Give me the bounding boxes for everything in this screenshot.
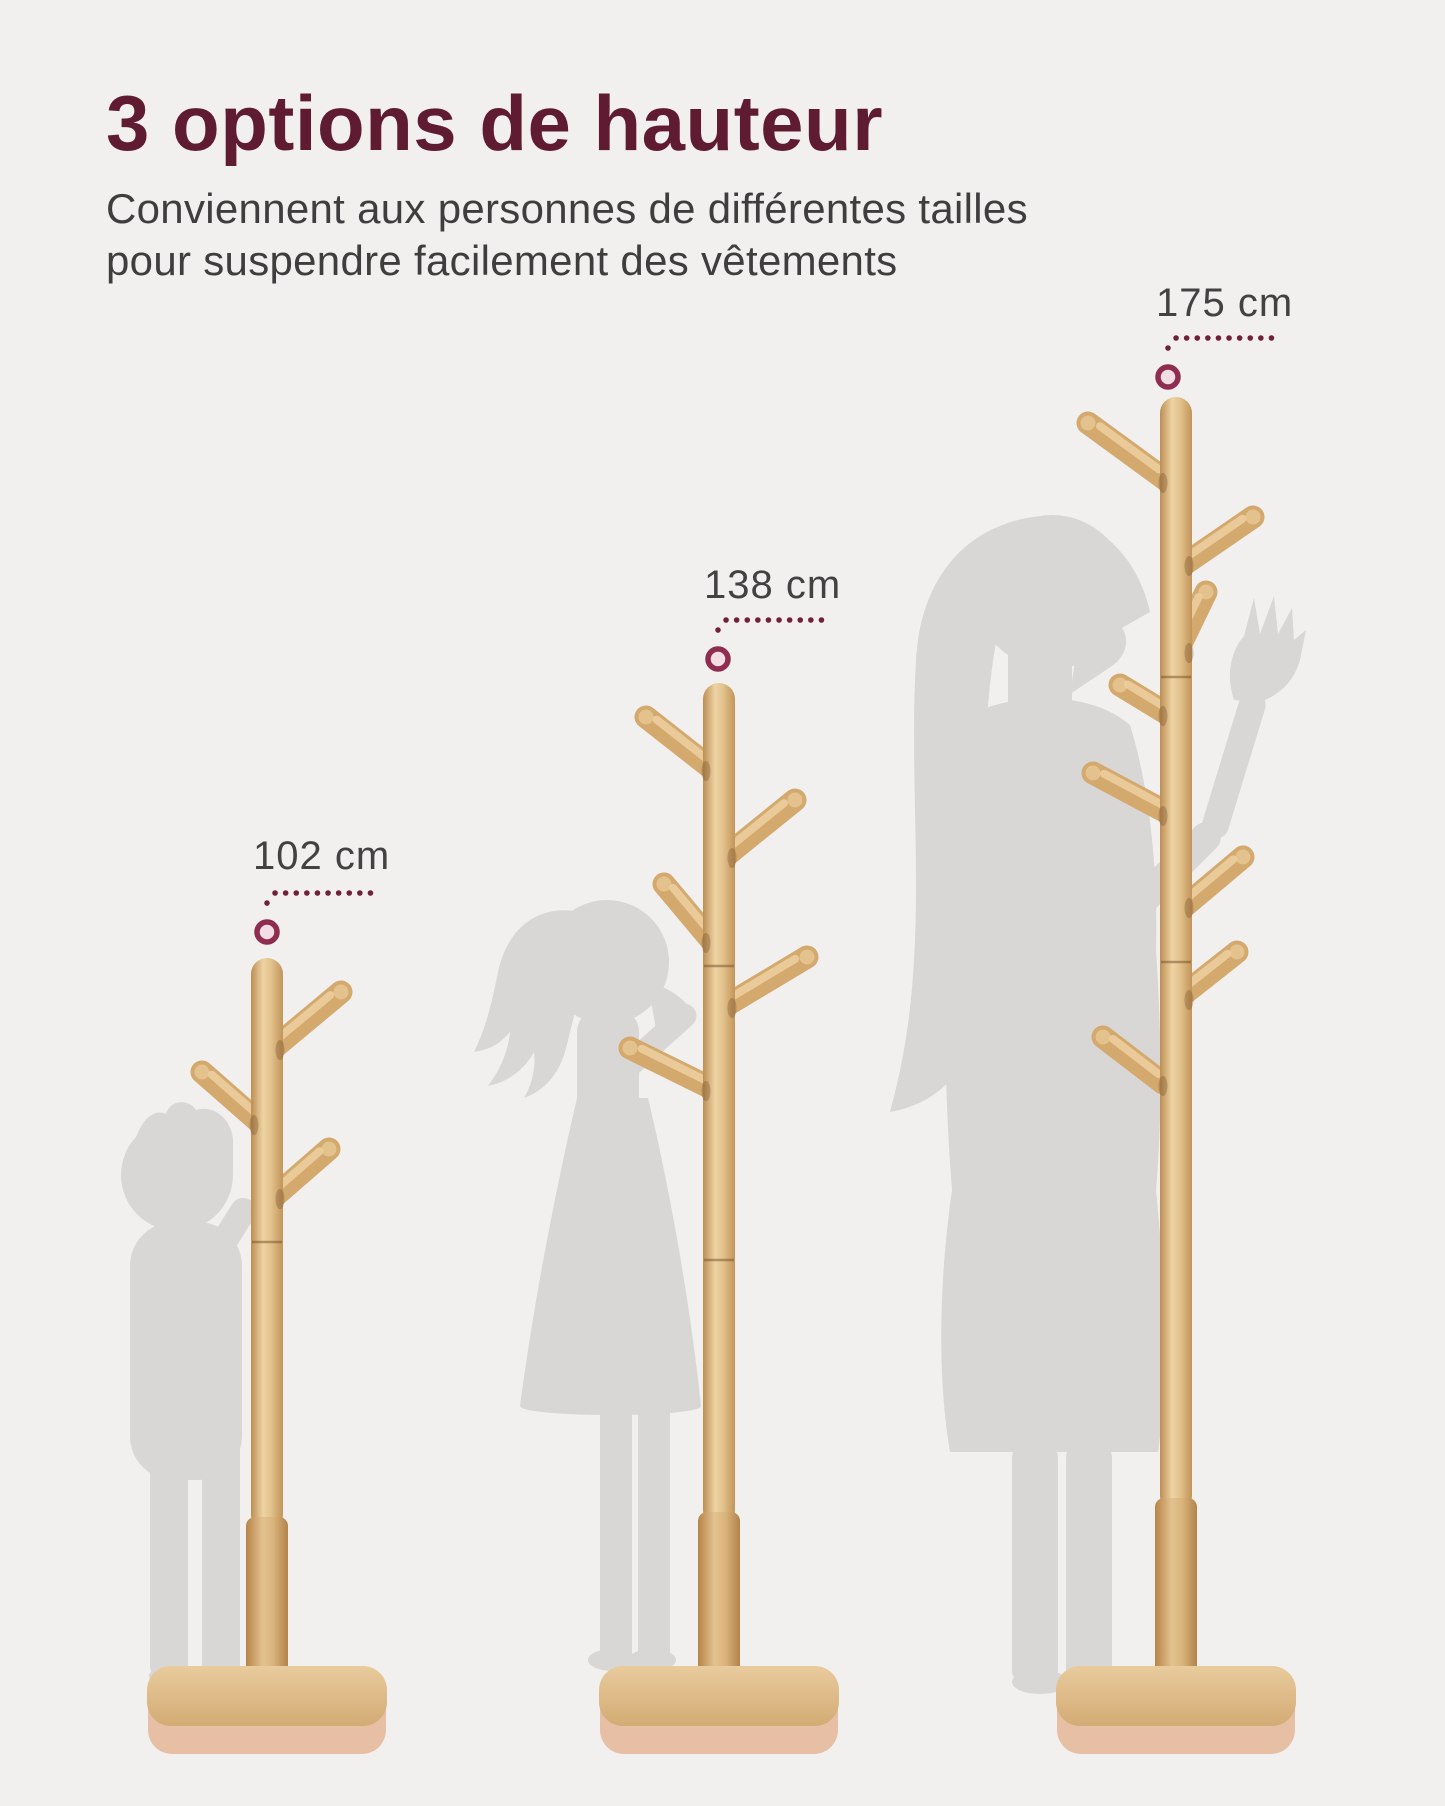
hook-tip: [1112, 677, 1128, 693]
measure-point-marker-icon: [254, 919, 280, 945]
hook-tip: [1198, 584, 1214, 600]
subtitle-line-1: Conviennent aux personnes de différentes…: [106, 185, 1028, 233]
page-title: 3 options de hauteur: [106, 79, 884, 167]
rack-hook-branch: [263, 1137, 341, 1208]
hook-socket-shadow: [1158, 706, 1168, 726]
boy-arm: [198, 1197, 257, 1274]
hook-socket-shadow: [1158, 473, 1168, 493]
hook-socket-shadow: [1184, 643, 1194, 663]
rack-pole: [1160, 397, 1192, 1512]
rack-hook-branch: [1174, 505, 1265, 575]
hook-socket-shadow: [701, 933, 711, 953]
height-label-medium: 138 cm: [704, 563, 841, 607]
woman-hand: [1229, 596, 1306, 702]
hook-socket-shadow: [1184, 990, 1194, 1010]
measure-connectors: [254, 335, 1275, 945]
rack-hook-branch: [715, 788, 807, 867]
hook-socket-shadow: [1184, 898, 1194, 918]
rack-hook-branch: [652, 872, 723, 952]
page-subtitle: Conviennent aux personnes de différentes…: [106, 183, 1028, 286]
girl-leg-left: [600, 1400, 632, 1666]
height-label-tall: 175 cm: [1156, 281, 1293, 325]
coat-rack-small: [147, 958, 387, 1754]
rack-hook-branch: [1076, 411, 1178, 492]
girl-leg-right: [638, 1400, 670, 1666]
hook-socket-shadow: [727, 998, 737, 1018]
hook-tip: [787, 792, 803, 808]
measure-connector-small: [254, 890, 374, 945]
hook-tip: [1245, 509, 1261, 525]
rack-hook-branch: [263, 980, 353, 1059]
hook-tip: [1229, 944, 1245, 960]
woman-skirt: [941, 1190, 1165, 1452]
girl-foot-left: [588, 1649, 636, 1671]
rack-hook-branch: [634, 705, 723, 780]
rack-hook-branch: [1091, 1025, 1175, 1095]
rack-hook-branch: [1174, 845, 1255, 917]
silhouette-girl: [474, 900, 701, 1671]
woman-leg-left: [1012, 1440, 1058, 1688]
rack-pole: [703, 683, 735, 1526]
woman-face: [1070, 530, 1150, 694]
coat-racks: [147, 397, 1296, 1754]
boy-leg-left: [150, 1430, 188, 1682]
hook-tip: [333, 984, 349, 1000]
hook-tip: [194, 1064, 210, 1080]
rack-hook-branch: [1108, 673, 1178, 725]
woman-foot-left: [1012, 1670, 1068, 1694]
hook-tip: [1080, 415, 1096, 431]
silhouette-boy: [121, 1102, 257, 1687]
measure-point-marker-icon: [1155, 364, 1181, 390]
rack-sleeve: [698, 1512, 740, 1682]
hook-socket-shadow: [275, 1189, 285, 1209]
rack-base-top: [147, 1666, 387, 1726]
hook-socket-shadow: [249, 1115, 259, 1135]
hook-socket-shadow: [275, 1040, 285, 1060]
hook-tip: [622, 1040, 638, 1056]
rack-pole: [251, 958, 283, 1531]
woman-forearm: [1201, 691, 1266, 839]
hook-socket-shadow: [1158, 806, 1168, 826]
measure-connector-medium: [705, 617, 825, 672]
hook-socket-shadow: [1158, 1076, 1168, 1096]
coat-rack-medium: [599, 683, 839, 1754]
coat-rack-tall: [1056, 397, 1296, 1754]
boy-head: [121, 1119, 233, 1231]
header: 3 options de hauteur Conviennent aux per…: [106, 79, 1028, 287]
girl-foot-right: [628, 1649, 676, 1671]
rack-hook-branch: [1081, 761, 1180, 825]
hook-tip: [321, 1141, 337, 1157]
hook-tip: [799, 949, 815, 965]
hook-tip: [656, 876, 672, 892]
silhouette-woman: [890, 515, 1306, 1694]
rack-sleeve: [246, 1517, 288, 1682]
hook-socket-shadow: [1184, 556, 1194, 576]
hook-socket-shadow: [727, 848, 737, 868]
rack-base-top: [599, 1666, 839, 1726]
boy-leg-right: [202, 1430, 240, 1682]
hook-socket-shadow: [701, 1081, 711, 1101]
hook-tip: [638, 709, 654, 725]
girl-head: [545, 900, 669, 1024]
rack-hook-branch: [715, 945, 819, 1017]
measure-point-marker-icon: [705, 646, 731, 672]
subtitle-line-2: pour suspendre facilement des vêtements: [106, 237, 898, 285]
rack-base-top: [1056, 1666, 1296, 1726]
rack-hook-branch: [190, 1060, 271, 1134]
silhouettes: [121, 515, 1306, 1694]
girl-dress: [520, 1098, 701, 1415]
hook-socket-shadow: [701, 761, 711, 781]
boy-torso: [130, 1222, 242, 1480]
hook-tip: [1085, 765, 1101, 781]
rack-sleeve: [1155, 1498, 1197, 1682]
rack-hook-branch: [618, 1036, 723, 1100]
hook-tip: [1235, 849, 1251, 865]
woman-torso: [945, 698, 1161, 1190]
height-label-small: 102 cm: [253, 834, 390, 878]
woman-leg-right: [1066, 1440, 1112, 1688]
hook-tip: [1095, 1029, 1111, 1045]
measure-connector-tall: [1155, 335, 1275, 390]
